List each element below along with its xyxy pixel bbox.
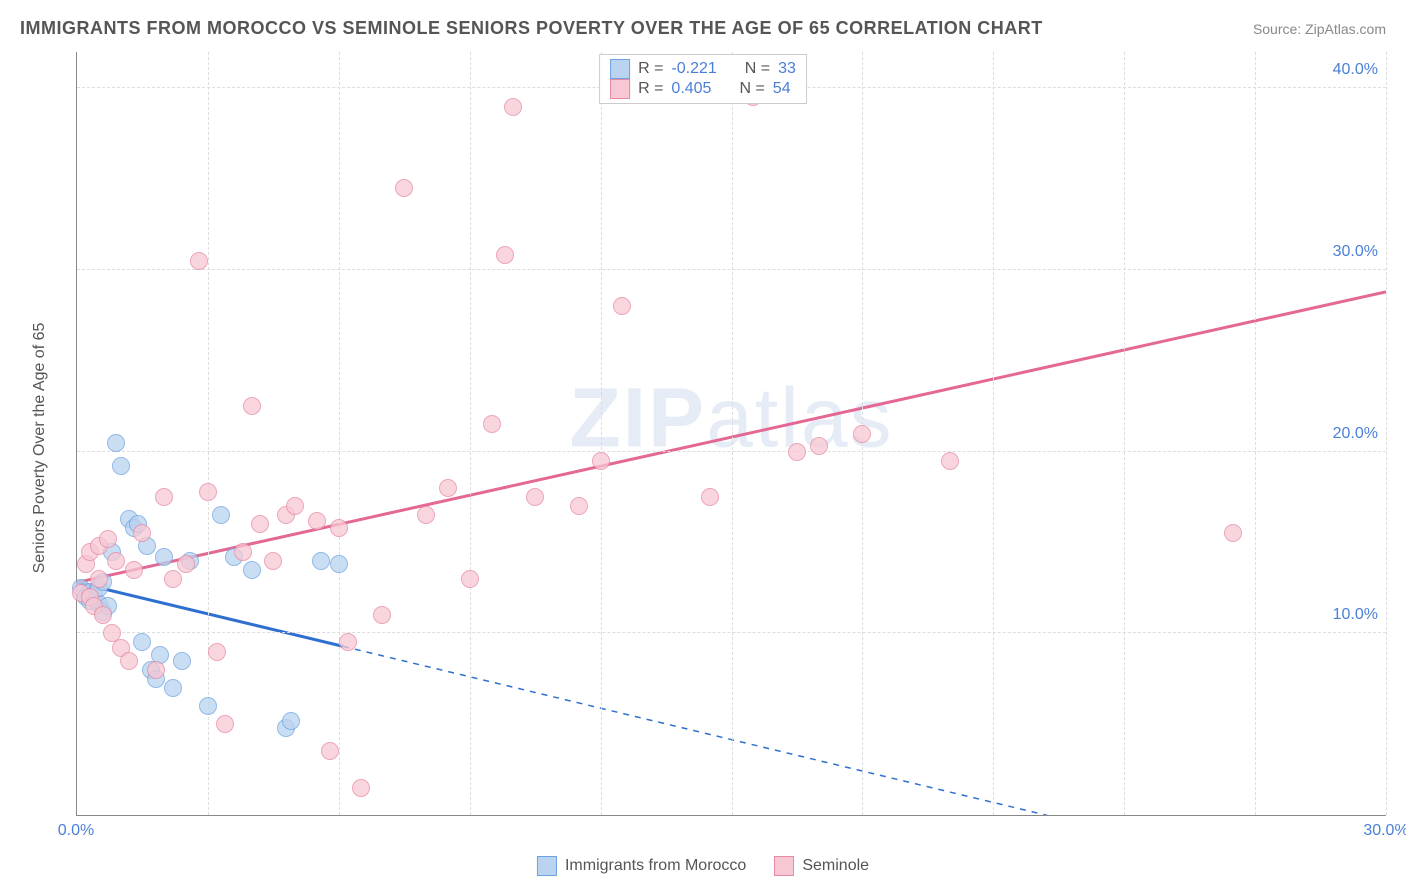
data-point <box>133 633 151 651</box>
data-point <box>417 506 435 524</box>
legend-n-value: 54 <box>773 80 791 98</box>
data-point <box>570 497 588 515</box>
data-point <box>177 555 195 573</box>
data-point <box>496 246 514 264</box>
data-point <box>308 512 326 530</box>
data-point <box>107 434 125 452</box>
legend-swatch <box>774 856 794 876</box>
data-point <box>107 552 125 570</box>
data-point <box>90 570 108 588</box>
data-point <box>701 488 719 506</box>
gridline-v <box>732 52 733 815</box>
data-point <box>155 488 173 506</box>
y-tick-label: 10.0% <box>1333 606 1378 624</box>
data-point <box>504 98 522 116</box>
data-point <box>941 452 959 470</box>
data-point <box>94 606 112 624</box>
gridline-v <box>993 52 994 815</box>
data-point <box>339 633 357 651</box>
y-tick-label: 20.0% <box>1333 425 1378 443</box>
chart-title: IMMIGRANTS FROM MOROCCO VS SEMINOLE SENI… <box>20 18 1043 39</box>
data-point <box>234 543 252 561</box>
legend-row: R = 0.405 N = 54 <box>610 79 796 99</box>
gridline-v <box>339 52 340 815</box>
data-point <box>330 519 348 537</box>
data-point <box>212 506 230 524</box>
data-point <box>483 415 501 433</box>
data-point <box>112 457 130 475</box>
data-point <box>1224 524 1242 542</box>
data-point <box>216 715 234 733</box>
plot-region: ZIPatlas 10.0%20.0%30.0%40.0% <box>76 52 1386 816</box>
legend-r-label: R = <box>638 60 663 78</box>
gridline-v <box>1124 52 1125 815</box>
legend-r-value: -0.221 <box>671 60 716 78</box>
data-point <box>810 437 828 455</box>
x-tick-label: 0.0% <box>58 822 94 840</box>
data-point <box>208 643 226 661</box>
legend-r-label: R = <box>638 80 663 98</box>
series-name: Seminole <box>802 857 869 875</box>
series-legend-item: Immigrants from Morocco <box>537 856 746 876</box>
data-point <box>243 397 261 415</box>
data-point <box>99 530 117 548</box>
series-name: Immigrants from Morocco <box>565 857 746 875</box>
legend-swatch <box>610 79 630 99</box>
data-point <box>147 661 165 679</box>
data-point <box>164 570 182 588</box>
data-point <box>199 483 217 501</box>
data-point <box>526 488 544 506</box>
data-point <box>125 561 143 579</box>
data-point <box>373 606 391 624</box>
source-label: Source: ZipAtlas.com <box>1253 21 1386 37</box>
legend-n-label: N = <box>745 60 770 78</box>
legend-row: R = -0.221 N = 33 <box>610 59 796 79</box>
data-point <box>395 179 413 197</box>
legend-swatch <box>537 856 557 876</box>
data-point <box>613 297 631 315</box>
series-legend: Immigrants from Morocco Seminole <box>537 856 869 876</box>
data-point <box>190 252 208 270</box>
data-point <box>173 652 191 670</box>
data-point <box>133 524 151 542</box>
correlation-legend: R =-0.221N =33R =0.405N =54 <box>599 54 807 104</box>
gridline-v <box>601 52 602 815</box>
legend-swatch <box>610 59 630 79</box>
legend-n-label: N = <box>739 80 764 98</box>
data-point <box>243 561 261 579</box>
legend-n-value: 33 <box>778 60 796 78</box>
data-point <box>199 697 217 715</box>
data-point <box>120 652 138 670</box>
y-tick-label: 40.0% <box>1333 61 1378 79</box>
x-tick-label: 30.0% <box>1363 822 1406 840</box>
data-point <box>155 548 173 566</box>
data-point <box>164 679 182 697</box>
data-point <box>286 497 304 515</box>
series-legend-item: Seminole <box>774 856 869 876</box>
data-point <box>264 552 282 570</box>
data-point <box>312 552 330 570</box>
data-point <box>251 515 269 533</box>
gridline-v <box>1255 52 1256 815</box>
data-point <box>352 779 370 797</box>
data-point <box>461 570 479 588</box>
chart-area: Seniors Poverty Over the Age of 65 ZIPat… <box>48 52 1386 844</box>
data-point <box>853 425 871 443</box>
gridline-v <box>470 52 471 815</box>
data-point <box>330 555 348 573</box>
data-point <box>592 452 610 470</box>
data-point <box>321 742 339 760</box>
y-axis-label: Seniors Poverty Over the Age of 65 <box>31 323 49 574</box>
y-tick-label: 30.0% <box>1333 243 1378 261</box>
gridline-v <box>1386 52 1387 815</box>
data-point <box>439 479 457 497</box>
data-point <box>788 443 806 461</box>
data-point <box>282 712 300 730</box>
legend-r-value: 0.405 <box>671 80 711 98</box>
